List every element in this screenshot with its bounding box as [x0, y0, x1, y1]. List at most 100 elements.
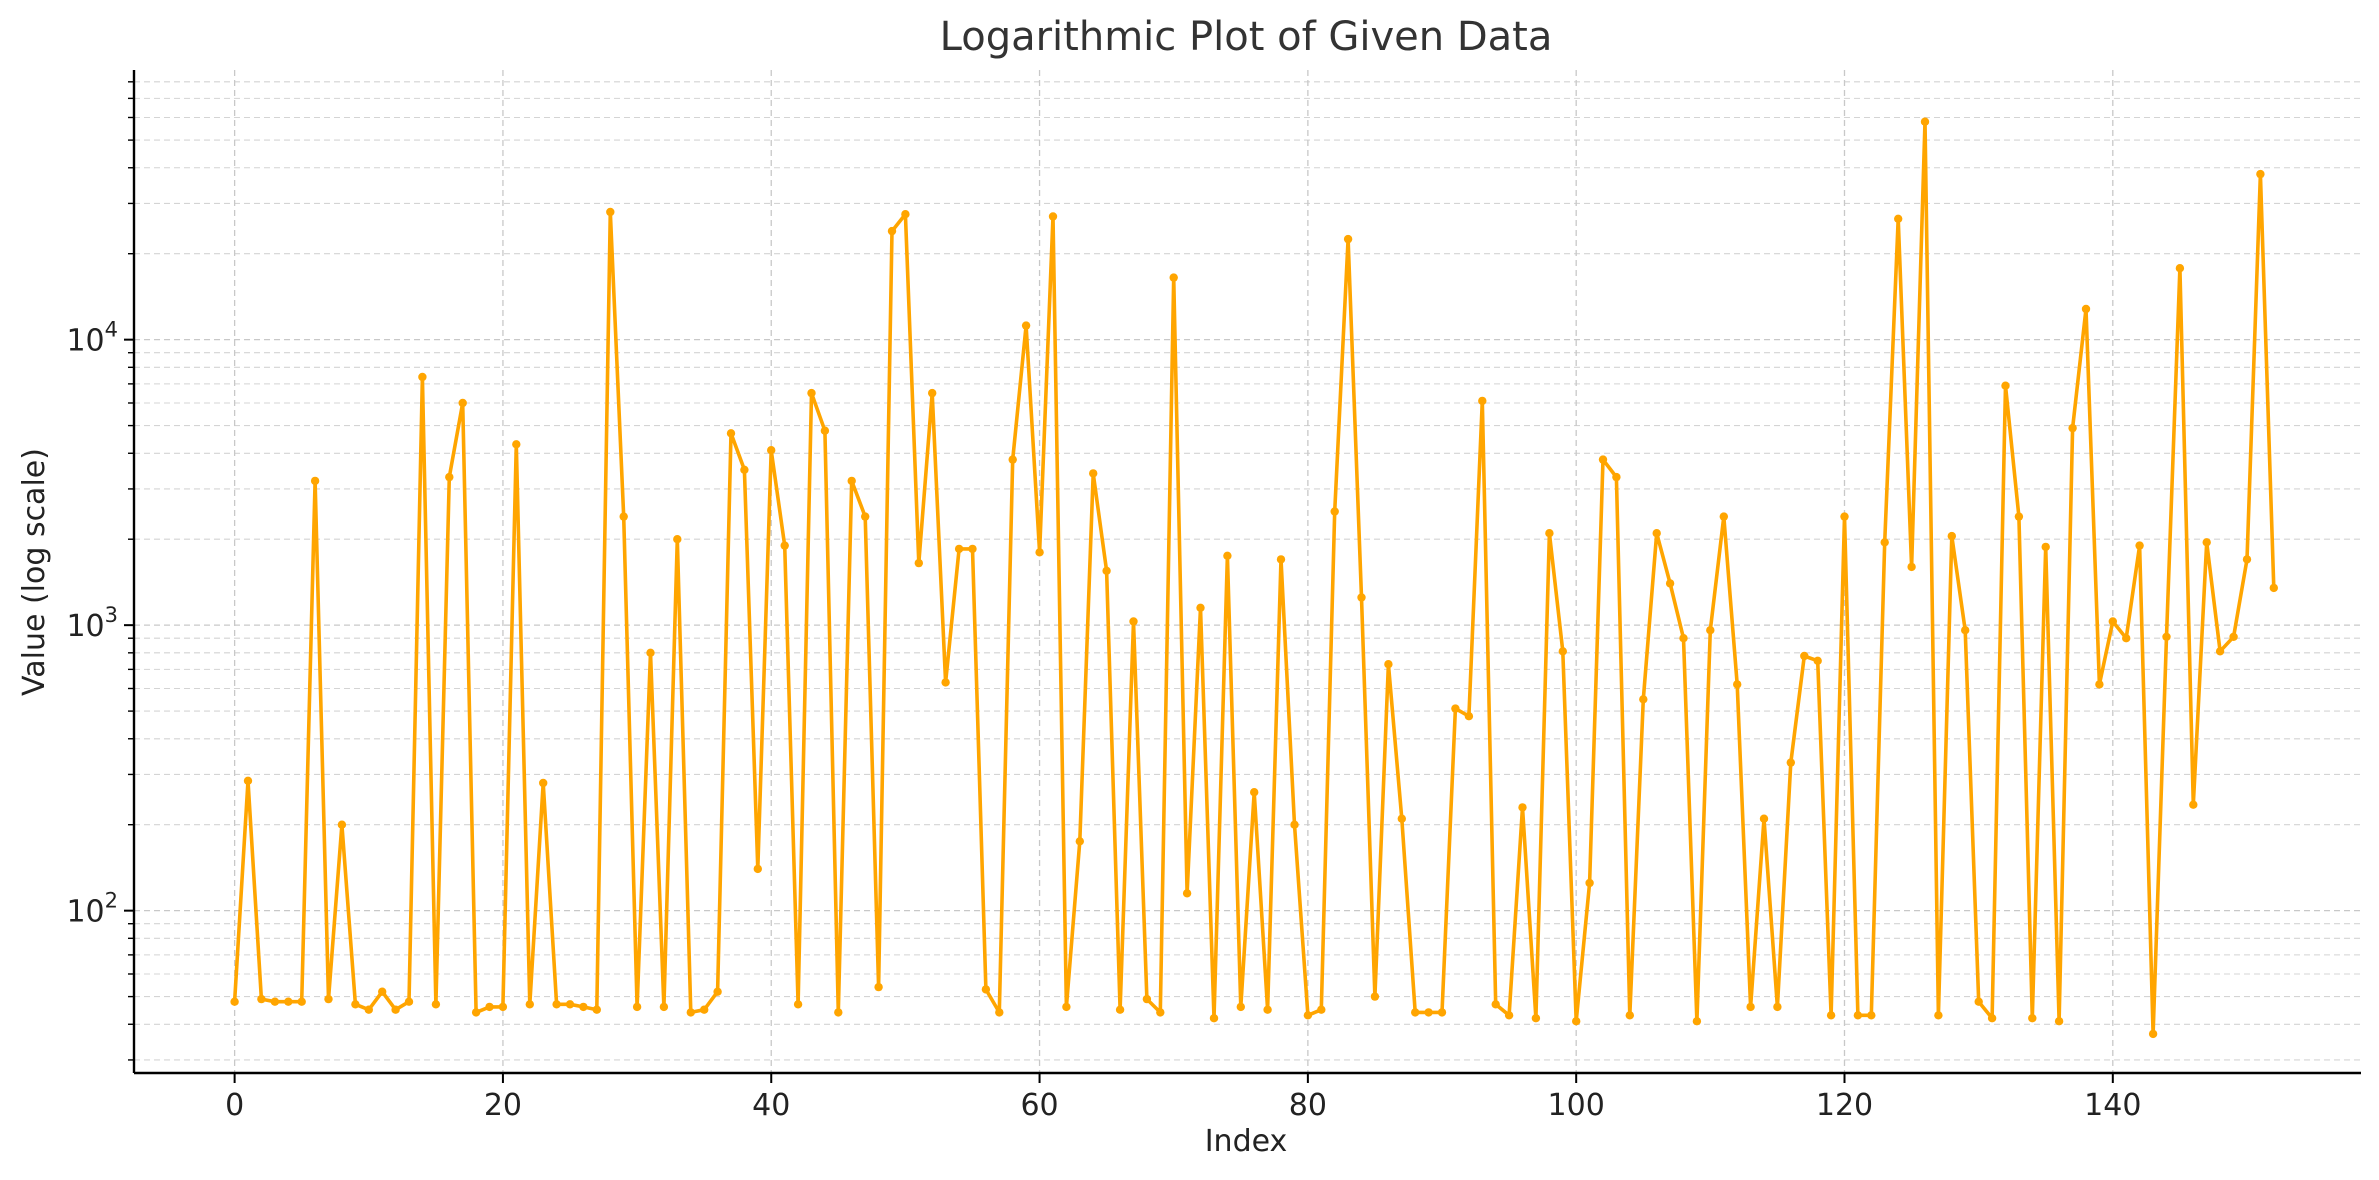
data-point — [968, 544, 977, 554]
data-point — [1545, 529, 1554, 538]
data-point — [700, 1005, 709, 1014]
data-point — [1692, 1017, 1702, 1026]
data-point — [928, 388, 937, 398]
data-point — [1518, 803, 1527, 812]
data-point — [2014, 512, 2024, 521]
data-point — [1585, 878, 1594, 888]
data-point — [914, 558, 923, 568]
data-point — [1464, 712, 1474, 721]
data-point — [606, 207, 615, 217]
data-point — [364, 1005, 373, 1014]
data-point — [525, 1000, 534, 1009]
data-point — [1424, 1008, 1433, 1017]
data-point — [471, 1008, 481, 1017]
data-point — [1934, 1011, 1943, 1020]
data-point — [887, 226, 897, 236]
data-point — [1491, 1000, 1500, 1009]
x-tick-label: 120 — [1816, 1088, 1873, 1123]
y-tick-label: 102 — [66, 889, 118, 930]
data-point — [485, 1002, 494, 1012]
series — [230, 117, 2278, 1039]
data-point — [1276, 555, 1286, 564]
y-tick-label: 103 — [66, 603, 118, 644]
data-point — [1639, 695, 1648, 704]
data-point — [673, 535, 682, 544]
data-point — [2229, 632, 2238, 641]
data-point — [1974, 997, 1983, 1006]
data-point — [1343, 234, 1353, 244]
data-point — [2041, 542, 2050, 552]
data-point — [941, 678, 950, 687]
data-point — [1880, 538, 1889, 547]
data-point — [552, 1000, 561, 1009]
data-point — [1263, 1005, 1272, 1014]
data-point — [847, 476, 856, 486]
x-tick-label: 140 — [2084, 1088, 2141, 1123]
data-point — [820, 426, 830, 435]
data-point — [1612, 472, 1621, 482]
data-point — [726, 429, 736, 438]
data-point — [874, 982, 883, 992]
data-point — [1679, 634, 1688, 643]
data-point — [243, 776, 253, 785]
data-point — [592, 1005, 601, 1014]
data-point — [2054, 1017, 2064, 1026]
data-point — [981, 985, 991, 994]
x-tick-label: 60 — [1020, 1088, 1058, 1123]
data-point — [230, 997, 239, 1006]
data-point — [1773, 1002, 1782, 1012]
data-point — [861, 512, 870, 521]
data-point — [270, 997, 280, 1006]
data-point — [780, 541, 789, 550]
data-point — [1035, 548, 1044, 557]
data-point — [1250, 788, 1259, 797]
data-point — [1384, 660, 1393, 669]
data-point — [257, 994, 266, 1004]
x-tick-label: 0 — [225, 1088, 244, 1123]
y-axis-label: Value (log scale) — [17, 448, 52, 696]
data-point — [1800, 651, 1809, 661]
data-point — [1706, 626, 1715, 635]
data-point — [324, 994, 333, 1004]
data-point — [2175, 264, 2185, 273]
data-point — [1598, 455, 1608, 464]
data-point — [1303, 1011, 1313, 1020]
data-point — [2095, 680, 2104, 689]
data-point — [498, 1002, 508, 1012]
data-point — [1223, 551, 1232, 560]
y-tick-label: 104 — [66, 318, 118, 359]
data-point — [1504, 1011, 1514, 1020]
data-point — [1370, 992, 1380, 1001]
data-point — [1733, 680, 1742, 689]
data-point — [753, 864, 762, 874]
data-point — [418, 372, 427, 382]
data-point — [297, 997, 306, 1006]
data-point — [1330, 507, 1339, 516]
data-point — [1196, 603, 1205, 612]
data-point — [2081, 304, 2091, 314]
data-point — [1411, 1008, 1420, 1017]
data-point — [1317, 1005, 1326, 1014]
data-point — [1142, 994, 1152, 1004]
data-point — [1746, 1002, 1755, 1012]
data-point — [995, 1008, 1004, 1017]
data-point — [1987, 1014, 1997, 1023]
data-point — [834, 1008, 843, 1017]
data-point — [2001, 381, 2010, 390]
data-point — [1182, 889, 1192, 898]
data-point — [1021, 321, 1031, 330]
data-point — [284, 997, 293, 1006]
data-point — [2189, 800, 2198, 809]
data-point — [713, 987, 722, 996]
data-point — [1156, 1008, 1165, 1017]
x-tick-label: 100 — [1548, 1088, 1605, 1123]
data-point — [445, 472, 454, 482]
data-point — [1075, 837, 1085, 846]
data-point — [1129, 617, 1138, 626]
data-point — [2148, 1029, 2158, 1039]
data-point — [2108, 617, 2117, 626]
data-point — [351, 1000, 360, 1009]
data-point — [1531, 1014, 1541, 1023]
